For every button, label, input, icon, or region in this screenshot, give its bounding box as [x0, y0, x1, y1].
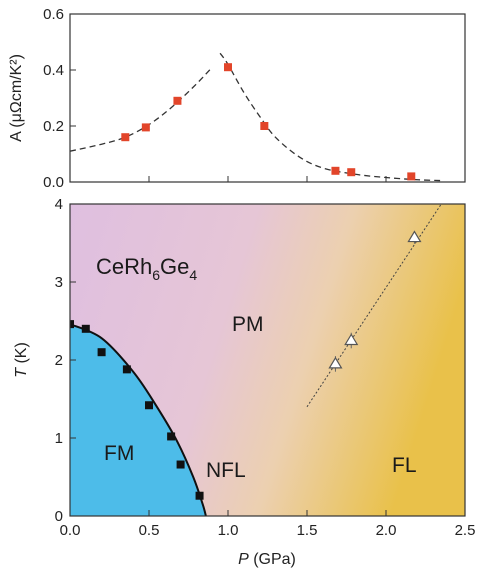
fm-region	[70, 324, 206, 516]
bottom-x-tick-label: 2.0	[376, 522, 397, 539]
bottom-x-tick-label: 2.5	[455, 522, 476, 539]
fm-transition-point	[70, 320, 74, 329]
fl-boundary-line	[306, 204, 442, 408]
bottom-y-tick-label: 2	[55, 352, 63, 369]
fl-crossover-point	[344, 333, 359, 346]
top-data-point	[260, 122, 269, 130]
bottom-x-tick-label: 0.0	[60, 522, 81, 539]
x-axis-label: P (GPa)	[238, 551, 296, 568]
top-data-point	[121, 133, 130, 142]
region-label-nfl: NFL	[206, 459, 246, 482]
phase-boundary-line	[70, 323, 207, 516]
bottom-x-tick-label: 0.5	[139, 522, 160, 539]
top-panel: 0.0 0.2 0.4 0.6 A (μΩcm/K²)	[8, 6, 466, 191]
bottom-y-tick-label: 0	[55, 508, 63, 525]
top-y-axis-label: A (μΩcm/K²)	[8, 54, 25, 142]
fl-crossover-point	[407, 230, 422, 243]
top-y-tick-label: 0.6	[43, 6, 64, 23]
top-data-point	[141, 123, 150, 132]
bottom-y-tick-label: 1	[55, 430, 63, 447]
compound-label: CeRh6Ge4	[96, 254, 197, 283]
top-data-point	[407, 172, 416, 181]
top-data-point	[224, 63, 232, 72]
bottom-y-tick-label: 3	[55, 274, 63, 291]
top-y-tick-label: 0.2	[43, 118, 64, 135]
fm-transition-point	[122, 365, 131, 374]
fm-transition-point	[145, 401, 153, 410]
top-fit-curve-1	[219, 52, 442, 182]
bottom-x-tick-label: 1.0	[218, 522, 239, 539]
fm-transition-point	[176, 460, 185, 469]
fm-transition-point	[195, 491, 204, 500]
fm-transition-point	[97, 348, 106, 357]
top-y-tick-label: 0.0	[43, 174, 64, 191]
bottom-y-tick-label: 4	[55, 196, 63, 213]
bottom-y-axis-label: T (K)	[13, 342, 30, 378]
top-data-point	[331, 166, 340, 175]
bottom-panel: 0 1 2 3 4 0.0 0.5 1.0 1.5 2.0 2.5 CeRh6Ge4 PM FM N…	[13, 196, 475, 568]
top-data-point	[173, 96, 182, 105]
fm-transition-point	[167, 432, 176, 441]
top-y-tick-label: 0.4	[43, 62, 64, 79]
region-label-pm: PM	[232, 313, 264, 336]
top-fit-curve-0	[70, 66, 213, 152]
region-label-fm: FM	[104, 442, 134, 465]
fm-transition-point	[81, 324, 90, 333]
top-data-point	[347, 168, 356, 177]
region-label-fl: FL	[392, 454, 417, 477]
fl-crossover-point	[328, 356, 343, 369]
bottom-x-tick-label: 1.5	[297, 522, 318, 539]
